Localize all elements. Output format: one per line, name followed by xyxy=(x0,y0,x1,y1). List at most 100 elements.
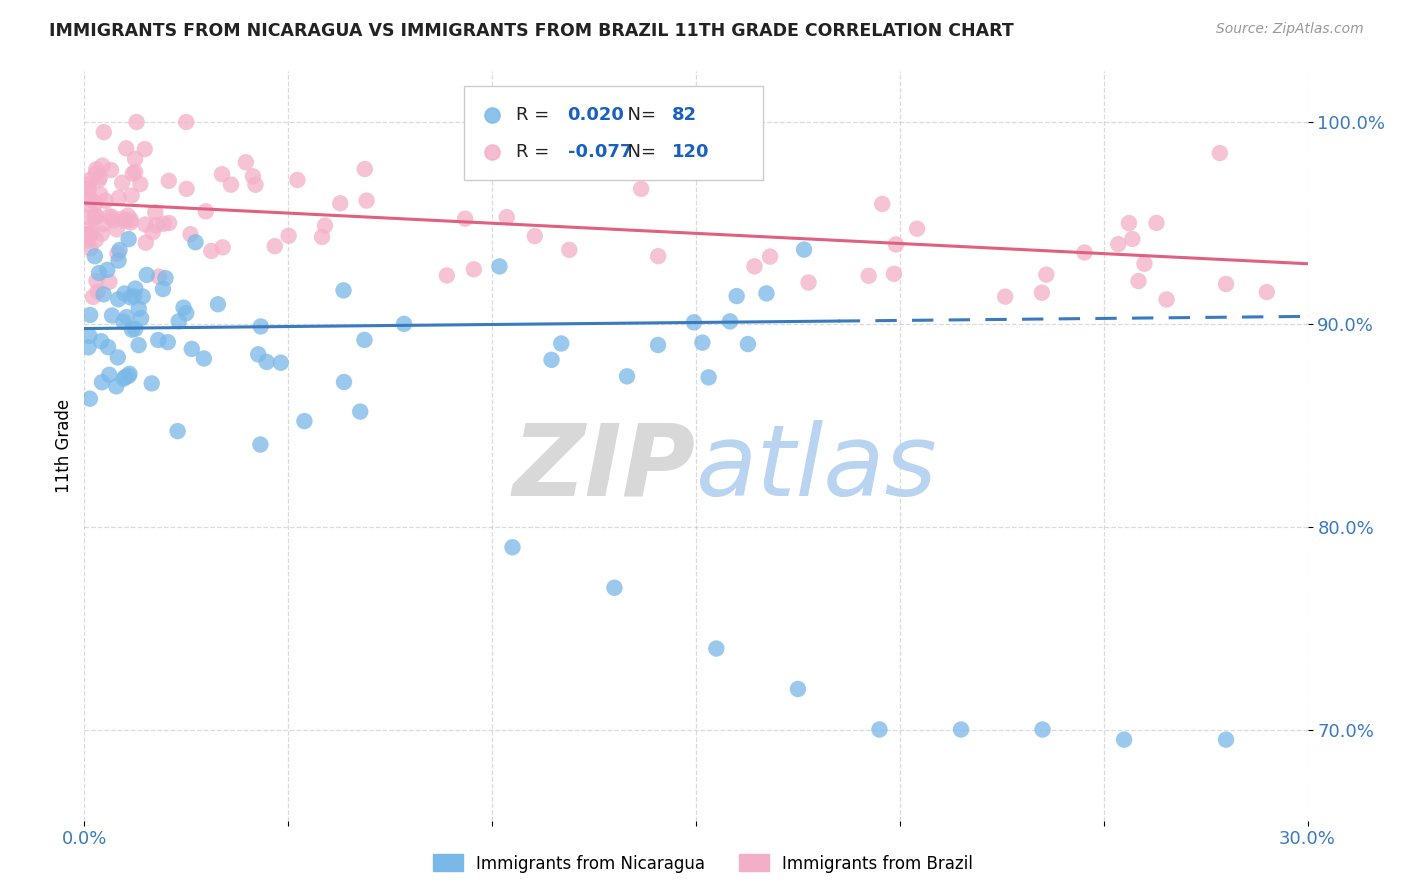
Point xyxy=(467,163,489,178)
Text: ZIP: ZIP xyxy=(513,420,696,517)
Point xyxy=(392,317,415,331)
Point xyxy=(155,271,177,285)
Point xyxy=(83,249,105,263)
Text: 120: 120 xyxy=(672,143,709,161)
Point xyxy=(463,262,485,277)
Point xyxy=(152,282,174,296)
Point xyxy=(84,196,107,211)
Point xyxy=(83,211,105,226)
Point xyxy=(115,141,138,155)
Point xyxy=(706,641,728,656)
Point xyxy=(157,174,180,188)
Point xyxy=(79,308,101,322)
Point xyxy=(630,182,652,196)
Point xyxy=(125,115,148,129)
Point xyxy=(180,227,202,242)
Point xyxy=(502,541,524,555)
Point xyxy=(77,181,100,195)
Point xyxy=(84,162,107,177)
Point xyxy=(89,187,111,202)
Point xyxy=(176,182,198,196)
Point xyxy=(692,335,714,350)
Point xyxy=(647,338,669,352)
Point xyxy=(883,267,905,281)
Point xyxy=(79,392,101,406)
Point xyxy=(152,217,174,231)
Point xyxy=(82,290,104,304)
Point xyxy=(755,286,778,301)
Point xyxy=(105,379,128,393)
Point xyxy=(194,204,217,219)
Point xyxy=(98,368,121,382)
Point xyxy=(107,293,129,307)
Point xyxy=(200,244,222,258)
Point xyxy=(94,194,117,208)
Point xyxy=(107,351,129,365)
Point xyxy=(84,166,107,180)
Point xyxy=(950,723,973,737)
Point xyxy=(353,161,375,176)
Point xyxy=(558,243,581,257)
Point xyxy=(616,369,638,384)
Point xyxy=(436,268,458,283)
Point xyxy=(128,301,150,316)
Point xyxy=(193,351,215,366)
Point xyxy=(112,315,135,329)
Point xyxy=(114,213,136,227)
Point xyxy=(787,681,810,696)
Point xyxy=(454,211,477,226)
Text: IMMIGRANTS FROM NICARAGUA VS IMMIGRANTS FROM BRAZIL 11TH GRADE CORRELATION CHART: IMMIGRANTS FROM NICARAGUA VS IMMIGRANTS … xyxy=(49,22,1014,40)
Point xyxy=(869,723,891,737)
Point xyxy=(247,347,270,361)
Point xyxy=(759,250,782,264)
Point xyxy=(145,219,167,233)
Point xyxy=(134,142,156,156)
Point xyxy=(118,367,141,381)
Point xyxy=(77,230,100,244)
Point xyxy=(332,284,354,298)
Point xyxy=(129,177,152,191)
Point xyxy=(207,297,229,311)
Point xyxy=(91,376,114,390)
Point xyxy=(1118,216,1140,230)
Point xyxy=(77,183,100,197)
Point xyxy=(108,243,131,257)
Point xyxy=(121,323,143,337)
Point xyxy=(1114,732,1136,747)
Point xyxy=(135,235,157,250)
Point xyxy=(211,240,233,254)
Point xyxy=(124,152,146,166)
Text: R =: R = xyxy=(516,143,555,161)
Point xyxy=(294,414,316,428)
Point xyxy=(98,210,121,224)
Point xyxy=(105,222,128,236)
Point xyxy=(1256,285,1278,299)
Point xyxy=(349,404,371,418)
Point xyxy=(242,169,264,184)
Point xyxy=(744,260,766,274)
Point xyxy=(93,125,115,139)
Point xyxy=(540,352,562,367)
Point xyxy=(314,219,336,233)
Point xyxy=(603,581,626,595)
Point xyxy=(245,178,267,192)
Point xyxy=(89,170,111,185)
Point xyxy=(112,372,135,386)
Point xyxy=(148,269,170,284)
Point xyxy=(235,155,257,169)
Point xyxy=(249,437,271,451)
Point xyxy=(115,310,138,324)
Point xyxy=(120,290,142,304)
Point xyxy=(1215,277,1237,291)
Point xyxy=(93,287,115,301)
Point xyxy=(77,227,100,242)
Point xyxy=(870,197,893,211)
Point xyxy=(353,333,375,347)
Point xyxy=(156,335,179,350)
Point xyxy=(84,233,107,247)
Point xyxy=(90,227,112,241)
Point xyxy=(96,263,118,277)
Text: -0.077: -0.077 xyxy=(568,143,631,161)
Point xyxy=(793,243,815,257)
Point xyxy=(1035,268,1057,282)
